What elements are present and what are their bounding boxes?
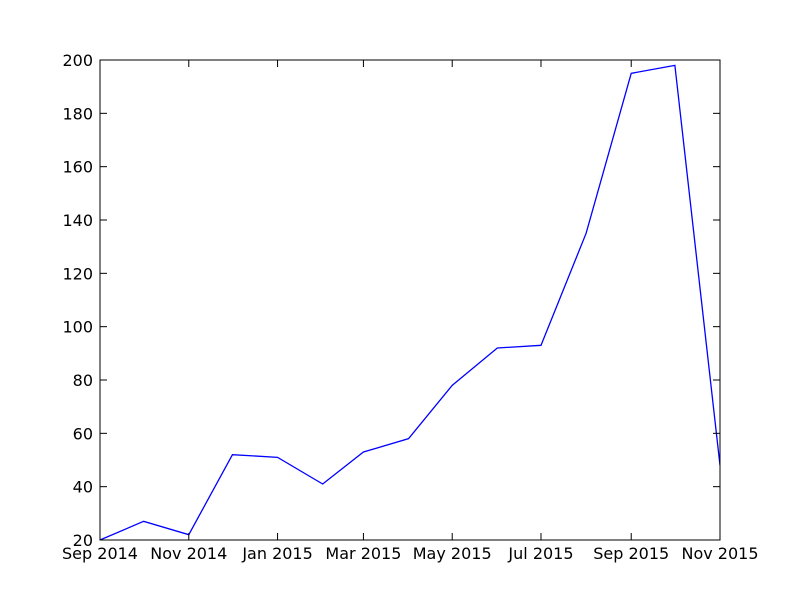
y-tick-label: 160: [62, 158, 93, 177]
y-tick-label: 80: [73, 371, 93, 390]
x-tick-label: Jul 2015: [507, 544, 573, 563]
x-tick-label: May 2015: [413, 544, 492, 563]
y-tick-label: 200: [62, 51, 93, 70]
y-tick-label: 100: [62, 318, 93, 337]
y-tick-label: 180: [62, 104, 93, 123]
x-tick-label: Jan 2015: [241, 544, 312, 563]
x-tick-label: Nov 2014: [150, 544, 227, 563]
plot-frame: [99, 59, 721, 541]
x-tick-label: Sep 2015: [593, 544, 669, 563]
y-tick-label: 60: [73, 424, 93, 443]
x-tick-label: Mar 2015: [325, 544, 401, 563]
series-line-0: [100, 64, 720, 540]
y-tick-label: 20: [73, 531, 93, 550]
x-tick-label: Nov 2015: [681, 544, 758, 563]
y-tick-label: 120: [62, 264, 93, 283]
x-tick-label: Sep 2014: [62, 544, 138, 563]
y-tick-label: 140: [62, 211, 93, 230]
y-tick-label: 40: [73, 478, 93, 497]
